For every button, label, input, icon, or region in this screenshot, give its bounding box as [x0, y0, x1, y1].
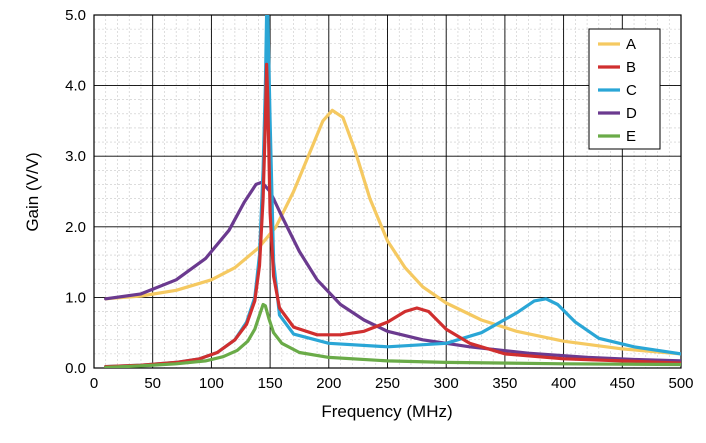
plot-frame — [93, 14, 682, 369]
legend-label-d: D — [626, 105, 637, 122]
y-tick-labels: 0.0 1.0 2.0 3.0 4.0 5.0 — [65, 7, 86, 377]
x-tick-label: 350 — [492, 375, 517, 392]
y-tick-label: 5.0 — [65, 7, 86, 24]
x-tick-label: 100 — [199, 375, 224, 392]
series-line-a — [104, 108, 681, 356]
x-tick-label: 200 — [316, 375, 341, 392]
series-line-b — [104, 62, 681, 368]
y-tick-label: 3.0 — [65, 148, 86, 165]
y-tick-label: 2.0 — [65, 219, 86, 236]
x-tick-label: 300 — [434, 375, 459, 392]
x-tick-label: 250 — [375, 375, 400, 392]
y-tick-label: 4.0 — [65, 78, 86, 95]
x-tick-label: 50 — [144, 375, 161, 392]
legend-label-a: A — [626, 36, 636, 53]
y-tick-label: 0.0 — [65, 360, 86, 377]
x-tick-label: 450 — [610, 375, 635, 392]
series-layer — [104, 15, 681, 368]
x-tick-labels: 0 50 100 150 200 250 300 350 400 450 500 — [90, 375, 694, 392]
x-tick-label: 500 — [668, 375, 693, 392]
legend-label-e: E — [626, 128, 636, 145]
legend-label-b: B — [626, 59, 636, 76]
x-tick-label: 0 — [90, 375, 98, 392]
minor-grid — [93, 14, 682, 369]
y-tick-label: 1.0 — [65, 289, 86, 306]
y-axis-label: Gain (V/V) — [23, 152, 42, 231]
legend-label-c: C — [626, 82, 637, 99]
series-line-d — [104, 180, 681, 363]
series-line-e — [104, 302, 681, 368]
x-tick-label: 400 — [551, 375, 576, 392]
x-axis-label: Frequency (MHz) — [321, 402, 452, 421]
x-tick-label: 150 — [258, 375, 283, 392]
